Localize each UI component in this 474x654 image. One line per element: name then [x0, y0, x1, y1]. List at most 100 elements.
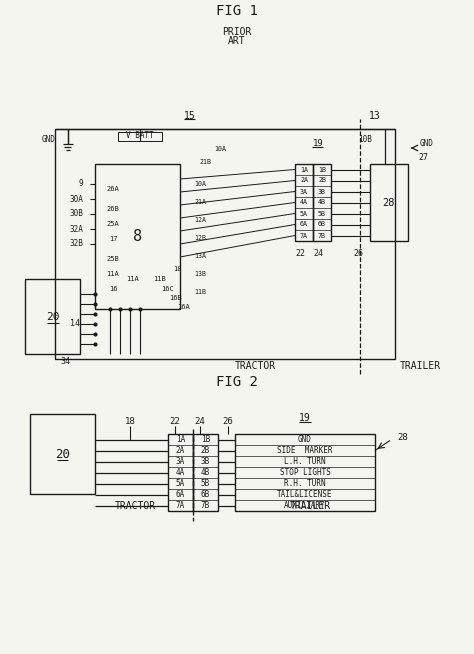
Text: TAIL&LICENSE: TAIL&LICENSE: [277, 490, 333, 499]
Text: 26: 26: [353, 249, 363, 258]
Text: 19: 19: [313, 139, 323, 148]
Bar: [95, 164, 180, 309]
Text: 30B: 30B: [69, 209, 83, 218]
Bar: [55, 129, 395, 359]
Text: 32A: 32A: [69, 224, 83, 233]
Text: GND: GND: [420, 139, 434, 148]
Text: 6B: 6B: [201, 490, 210, 499]
Text: 32B: 32B: [69, 239, 83, 249]
Text: 28: 28: [383, 198, 395, 207]
Text: 13A: 13A: [194, 253, 206, 259]
Bar: [193, 434, 218, 511]
Text: 7B: 7B: [201, 501, 210, 510]
Text: 26: 26: [223, 417, 233, 426]
Bar: [30, 414, 95, 494]
Text: 3A: 3A: [300, 188, 308, 194]
Text: 2A: 2A: [176, 446, 185, 455]
Text: 5B: 5B: [318, 211, 326, 216]
Text: GND: GND: [298, 435, 312, 444]
Bar: [168, 434, 193, 511]
Text: 4B: 4B: [318, 199, 326, 205]
Text: 10A: 10A: [194, 181, 206, 187]
Text: SIDE  MARKER: SIDE MARKER: [277, 446, 333, 455]
Text: AUXILIARY: AUXILIARY: [284, 501, 326, 510]
Text: 21A: 21A: [194, 199, 206, 205]
Text: 4A: 4A: [300, 199, 308, 205]
Text: GND: GND: [42, 135, 56, 145]
Bar: [313, 164, 331, 241]
Text: 3A: 3A: [176, 457, 185, 466]
Text: 14: 14: [70, 320, 80, 328]
Text: 26A: 26A: [107, 186, 119, 192]
Text: 9: 9: [78, 179, 83, 188]
Text: 27: 27: [418, 154, 428, 162]
Text: 6A: 6A: [300, 222, 308, 228]
Text: 12A: 12A: [194, 217, 206, 223]
Text: 11A: 11A: [126, 276, 139, 282]
Text: 16C: 16C: [161, 286, 174, 292]
Text: 17: 17: [109, 236, 117, 242]
Text: 12B: 12B: [194, 235, 206, 241]
Text: 30A: 30A: [69, 194, 83, 203]
Bar: [235, 434, 375, 511]
Text: 7B: 7B: [318, 233, 326, 239]
Text: L.H. TURN: L.H. TURN: [284, 457, 326, 466]
Text: 6A: 6A: [176, 490, 185, 499]
Bar: [370, 164, 408, 241]
Text: 11A: 11A: [107, 271, 119, 277]
Text: 28: 28: [397, 433, 408, 442]
Bar: [295, 164, 313, 241]
Text: 21B: 21B: [199, 159, 211, 165]
Text: STOP LIGHTS: STOP LIGHTS: [280, 468, 330, 477]
Text: 10B: 10B: [358, 135, 372, 143]
Text: 3B: 3B: [318, 188, 326, 194]
Text: 13B: 13B: [194, 271, 206, 277]
Text: 2B: 2B: [201, 446, 210, 455]
Text: 1A: 1A: [300, 167, 308, 173]
Text: 22: 22: [295, 249, 305, 258]
Text: 1B: 1B: [318, 167, 326, 173]
Text: 16: 16: [109, 286, 117, 292]
Text: R.H. TURN: R.H. TURN: [284, 479, 326, 488]
Text: 18: 18: [173, 266, 182, 272]
Bar: [118, 132, 162, 141]
Text: 24: 24: [195, 417, 205, 426]
Text: 11B: 11B: [153, 276, 166, 282]
Text: 7A: 7A: [300, 233, 308, 239]
Text: 5A: 5A: [176, 479, 185, 488]
Text: 7A: 7A: [176, 501, 185, 510]
Text: 20: 20: [55, 447, 70, 460]
Text: PRIOR: PRIOR: [222, 27, 252, 37]
Text: 10A: 10A: [214, 146, 226, 152]
Text: FIG 1: FIG 1: [216, 4, 258, 18]
Text: 34: 34: [60, 356, 70, 366]
Text: 18: 18: [125, 417, 136, 426]
Text: 24: 24: [313, 249, 323, 258]
Text: 19: 19: [299, 413, 311, 423]
Text: 13: 13: [369, 111, 381, 121]
Text: ART: ART: [228, 36, 246, 46]
Text: 8: 8: [133, 229, 142, 244]
Text: 16A: 16A: [177, 304, 190, 310]
Text: 1A: 1A: [176, 435, 185, 444]
Text: 4B: 4B: [201, 468, 210, 477]
Text: TRACTOR: TRACTOR: [235, 361, 275, 371]
Text: 3B: 3B: [201, 457, 210, 466]
Text: 25B: 25B: [107, 256, 119, 262]
Text: 1B: 1B: [201, 435, 210, 444]
Text: FIG 2: FIG 2: [216, 375, 258, 389]
Text: TRACTOR: TRACTOR: [114, 501, 155, 511]
Text: 22: 22: [170, 417, 181, 426]
Text: 20: 20: [46, 311, 59, 322]
Text: 11B: 11B: [194, 289, 206, 295]
Text: V BATT: V BATT: [126, 131, 154, 141]
Text: 5B: 5B: [201, 479, 210, 488]
Text: 5A: 5A: [300, 211, 308, 216]
Text: TRAILER: TRAILER: [400, 361, 440, 371]
Text: 2A: 2A: [300, 177, 308, 184]
Bar: [25, 279, 80, 354]
Text: 4A: 4A: [176, 468, 185, 477]
Text: 2B: 2B: [318, 177, 326, 184]
Text: 16B: 16B: [169, 295, 182, 301]
Text: 6B: 6B: [318, 222, 326, 228]
